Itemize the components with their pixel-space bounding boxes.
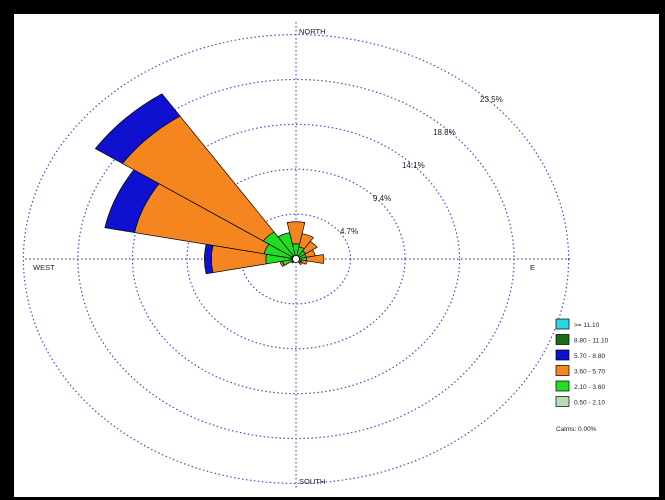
- legend-label: 8.80 - 11.10: [574, 338, 609, 345]
- legend-label: 2.10 - 3.60: [574, 384, 605, 391]
- rose-segment: [94, 93, 181, 164]
- legend-label: >= 11.10: [574, 322, 600, 329]
- ring-3: [131, 123, 461, 395]
- west-label: WEST: [33, 263, 55, 272]
- rose-segment: [298, 233, 314, 250]
- ring-label: 14.1%: [402, 161, 425, 170]
- east-label: E: [530, 263, 535, 272]
- ring-label: 18.8%: [433, 128, 456, 137]
- rose-segment: [286, 221, 306, 245]
- rose-segment: [305, 254, 325, 264]
- rose-segment: [298, 261, 304, 266]
- legend-swatch: [555, 396, 570, 407]
- legend-swatch: [555, 365, 570, 376]
- legend-label: 3.60 - 5.70: [574, 369, 605, 376]
- ring-label: 9.4%: [373, 194, 391, 203]
- legend-swatch: [555, 334, 570, 345]
- ring-label-group: 4.7% 9.4% 14.1% 18.8% 23.5%: [340, 95, 503, 236]
- calms-label: Calms: 0.00%: [556, 426, 597, 433]
- wedge-group: [94, 93, 325, 275]
- legend: >= 11.10 8.80 - 11.10 5.70 - 8.80 3.60 - 5.…: [555, 318, 609, 407]
- legend-swatch: [555, 380, 570, 392]
- legend-label: 5.70 - 8.80: [574, 353, 605, 360]
- ring-label: 4.7%: [340, 227, 358, 236]
- north-label: NORTH: [299, 27, 326, 36]
- south-label: SOUTH: [299, 477, 325, 486]
- ring-label: 23.5%: [480, 95, 503, 104]
- legend-label: 0.50 - 2.10: [574, 400, 605, 407]
- rose-segment: [300, 259, 308, 265]
- legend-swatch: [555, 318, 570, 330]
- center-hole: [292, 255, 300, 263]
- legend-swatch: [555, 349, 570, 361]
- rose-segment: [301, 241, 318, 255]
